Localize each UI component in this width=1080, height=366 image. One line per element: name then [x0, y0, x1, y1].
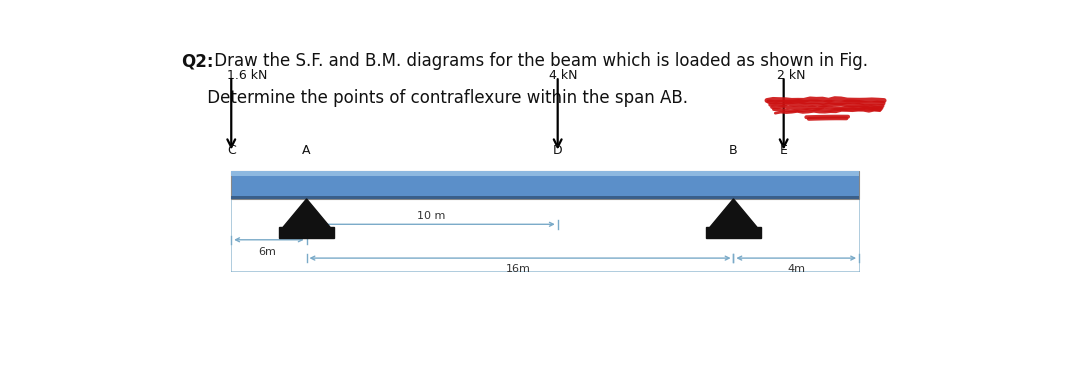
- Text: C: C: [227, 144, 235, 157]
- Text: D: D: [553, 144, 563, 157]
- Text: Q2:: Q2:: [181, 52, 214, 70]
- Bar: [706, 227, 761, 238]
- Text: A: A: [302, 144, 311, 157]
- Text: Draw the S.F. and B.M. diagrams for the beam which is loaded as shown in Fig.: Draw the S.F. and B.M. diagrams for the …: [208, 52, 867, 70]
- Polygon shape: [710, 199, 757, 227]
- Text: 2 kN: 2 kN: [777, 69, 806, 82]
- Text: 16m: 16m: [505, 264, 530, 274]
- Polygon shape: [283, 199, 330, 227]
- Text: 4m: 4m: [787, 264, 806, 274]
- Bar: [231, 195, 859, 199]
- Text: 1.6 kN: 1.6 kN: [227, 69, 268, 82]
- Bar: [231, 171, 859, 199]
- Text: 4 kN: 4 kN: [550, 69, 578, 82]
- Text: Determine the points of contraflexure within the span AB.: Determine the points of contraflexure wi…: [181, 89, 688, 107]
- Text: E: E: [780, 144, 787, 157]
- Bar: [231, 171, 859, 176]
- Text: B: B: [729, 144, 738, 157]
- Bar: [279, 227, 334, 238]
- Text: 10 m: 10 m: [417, 211, 445, 221]
- Text: 6m: 6m: [258, 247, 276, 257]
